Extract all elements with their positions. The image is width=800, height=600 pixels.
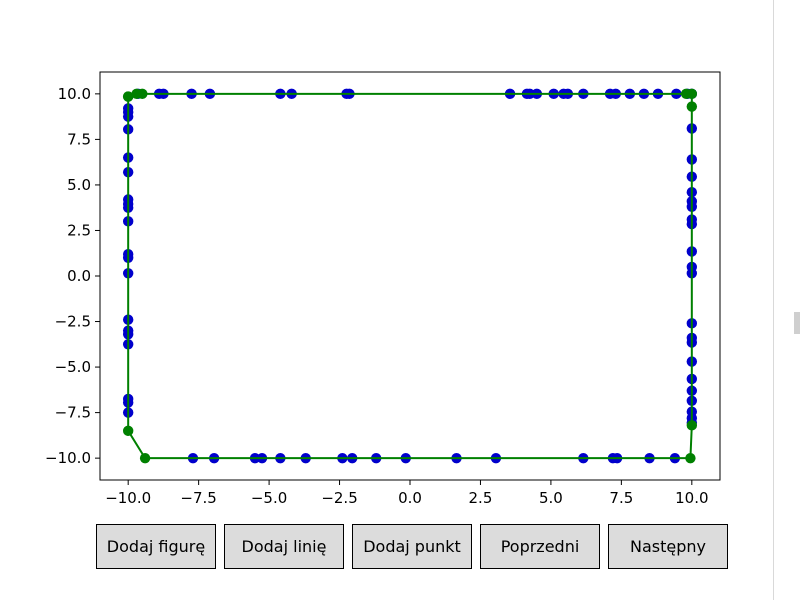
x-tick-label: 2.5 (469, 489, 493, 507)
y-tick-label: 10.0 (58, 85, 91, 103)
x-tick-label: −7.5 (180, 489, 216, 507)
outline-vertex (686, 101, 698, 112)
add-line-button[interactable]: Dodaj linię (224, 524, 344, 569)
y-axis-ticks: 10.0 7.5 5.0 2.5 0.0 −2.5 −5.0 −7.5 −10.0 (45, 85, 100, 467)
y-tick-label: 2.5 (67, 221, 91, 239)
add-point-button[interactable]: Dodaj punkt (352, 524, 472, 569)
y-tick-label: −5.0 (55, 358, 91, 376)
plot-canvas[interactable]: −10.0 −7.5 −5.0 −2.5 0.0 2.5 5.0 7.5 10.0 10.0 7.… (0, 0, 773, 600)
outline-vertex (686, 420, 698, 431)
y-tick-label: 7.5 (67, 130, 91, 148)
scrollbar-thumb[interactable] (794, 312, 800, 334)
y-tick-label: 0.0 (67, 267, 91, 285)
next-button[interactable]: Następny (608, 524, 728, 569)
x-tick-label: 5.0 (539, 489, 563, 507)
add-figure-button[interactable]: Dodaj figurę (96, 524, 216, 569)
previous-button[interactable]: Poprzedni (480, 524, 600, 569)
x-tick-label: 0.0 (398, 489, 422, 507)
outline-vertex (139, 452, 151, 464)
outline-vertex (122, 91, 134, 102)
y-tick-label: 5.0 (67, 176, 91, 194)
x-tick-label: −2.5 (321, 489, 357, 507)
plot-area (100, 72, 720, 480)
vertical-scrollbar[interactable] (773, 0, 800, 600)
y-tick-label: −7.5 (55, 404, 91, 422)
y-tick-label: −10.0 (45, 449, 91, 467)
outline-vertex (686, 88, 698, 100)
outline-vertex (685, 452, 696, 464)
x-tick-label: 7.5 (609, 489, 633, 507)
outline-vertex (122, 425, 134, 437)
x-axis-ticks: −10.0 −7.5 −5.0 −2.5 0.0 2.5 5.0 7.5 10.0 (105, 480, 709, 507)
axes-frame (99, 71, 721, 481)
x-tick-label: −10.0 (105, 489, 151, 507)
outline-layer (122, 88, 698, 464)
outline-vertex (137, 88, 148, 100)
x-tick-label: 10.0 (675, 489, 708, 507)
x-tick-label: −5.0 (251, 489, 287, 507)
y-tick-label: −2.5 (55, 313, 91, 331)
